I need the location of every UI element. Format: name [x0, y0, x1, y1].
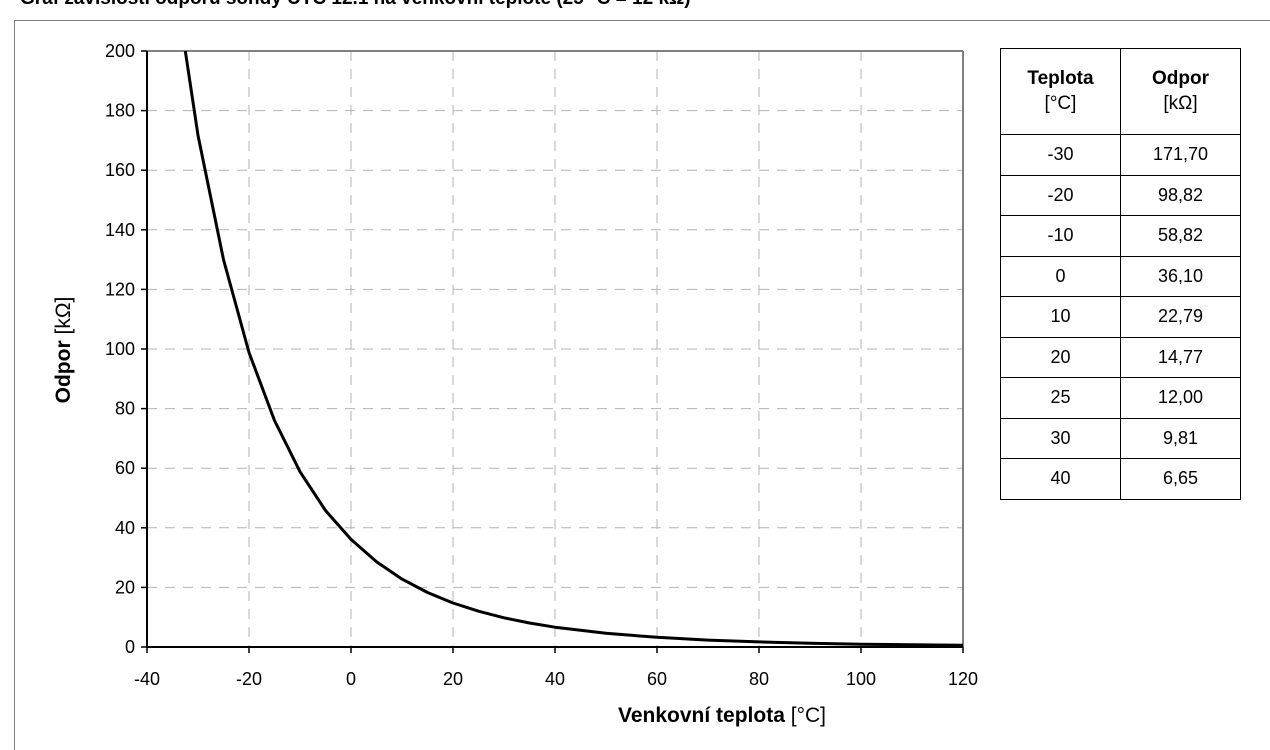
- table-row: 0 36,10: [1000, 255, 1241, 297]
- cell-temperature: 0: [1000, 255, 1121, 297]
- y-tick-label: 20: [115, 577, 135, 597]
- cell-temperature: 20: [1000, 336, 1121, 378]
- cell-temperature: 40: [1000, 458, 1121, 500]
- y-tick-label: 120: [105, 279, 135, 299]
- header-odpor-unit: [kΩ]: [1163, 92, 1198, 114]
- x-tick-label: -40: [134, 669, 160, 689]
- y-tick-label: 80: [115, 399, 135, 419]
- x-axis-label: Venkovní teplota [°C]: [618, 704, 826, 727]
- x-tick-label: -20: [236, 669, 262, 689]
- x-tick-label: 40: [545, 669, 565, 689]
- y-tick-label: 140: [105, 220, 135, 240]
- plot-area: [141, 50, 964, 653]
- y-tick-label: 0: [125, 637, 135, 657]
- series-layer: [183, 50, 964, 647]
- grid-lines: [147, 51, 963, 647]
- table-row: 10 22,79: [1000, 296, 1241, 338]
- header-odpor-name: Odpor: [1152, 67, 1209, 89]
- x-tick-label: 80: [749, 669, 769, 689]
- cell-resistance: 98,82: [1120, 174, 1241, 216]
- cell-resistance: 12,00: [1120, 377, 1241, 419]
- table-row: -20 98,82: [1000, 174, 1241, 216]
- cell-resistance: 9,81: [1120, 417, 1241, 459]
- y-tick-label: 100: [105, 339, 135, 359]
- y-axis-label-name: Odpor: [52, 340, 75, 403]
- cell-temperature: 30: [1000, 417, 1121, 459]
- table-header-row: Teplota [°C] Odpor [kΩ]: [1000, 48, 1241, 135]
- cell-resistance: 171,70: [1120, 134, 1241, 176]
- resistance-curve: [183, 50, 964, 647]
- cell-resistance: 36,10: [1120, 255, 1241, 297]
- chart-frame: [14, 20, 1270, 750]
- cell-resistance: 22,79: [1120, 296, 1241, 338]
- header-teplota-unit: [°C]: [1044, 92, 1077, 114]
- header-teplota-name: Teplota: [1027, 67, 1094, 89]
- header-teplota: Teplota [°C]: [1000, 48, 1121, 135]
- y-axis-label-unit: [kΩ]: [52, 297, 75, 335]
- table-row: 40 6,65: [1000, 458, 1241, 500]
- y-axis-label: Odpor [kΩ]: [52, 297, 75, 404]
- resistance-table: Teplota [°C] Odpor [kΩ] -30 171,70 -20 98,82…: [1000, 48, 1241, 500]
- cell-resistance: 6,65: [1120, 458, 1241, 500]
- x-tick-label: 20: [443, 669, 463, 689]
- y-tick-label: 160: [105, 160, 135, 180]
- x-tick-label: 100: [846, 669, 876, 689]
- cell-resistance: 58,82: [1120, 215, 1241, 257]
- table-row: 30 9,81: [1000, 417, 1241, 459]
- y-tick-label: 60: [115, 458, 135, 478]
- table-row: -10 58,82: [1000, 215, 1241, 257]
- page-title: Graf závislosti odporu sondy UTC 12.1 na…: [20, 0, 691, 10]
- table-row: 25 12,00: [1000, 377, 1241, 419]
- x-tick-label: 60: [647, 669, 667, 689]
- cell-temperature: -20: [1000, 174, 1121, 216]
- y-tick-label: 200: [105, 41, 135, 61]
- x-tick-label: 120: [948, 669, 978, 689]
- cell-temperature: 10: [1000, 296, 1121, 338]
- x-axis-label-unit: [°C]: [791, 704, 826, 727]
- cell-temperature: 25: [1000, 377, 1121, 419]
- header-odpor: Odpor [kΩ]: [1120, 48, 1241, 135]
- table-row: -30 171,70: [1000, 134, 1241, 176]
- table-row: 20 14,77: [1000, 336, 1241, 378]
- cell-temperature: -10: [1000, 215, 1121, 257]
- x-tick-label: 0: [346, 669, 356, 689]
- y-tick-label: 180: [105, 101, 135, 121]
- y-tick-label: 40: [115, 518, 135, 538]
- tick-labels: -40 -20 0 20 40 60 80 100 120 0 20 40 60 80 100 120 140 1…: [105, 41, 978, 689]
- cell-resistance: 14,77: [1120, 336, 1241, 378]
- x-axis-label-name: Venkovní teplota: [618, 704, 785, 727]
- cell-temperature: -30: [1000, 134, 1121, 176]
